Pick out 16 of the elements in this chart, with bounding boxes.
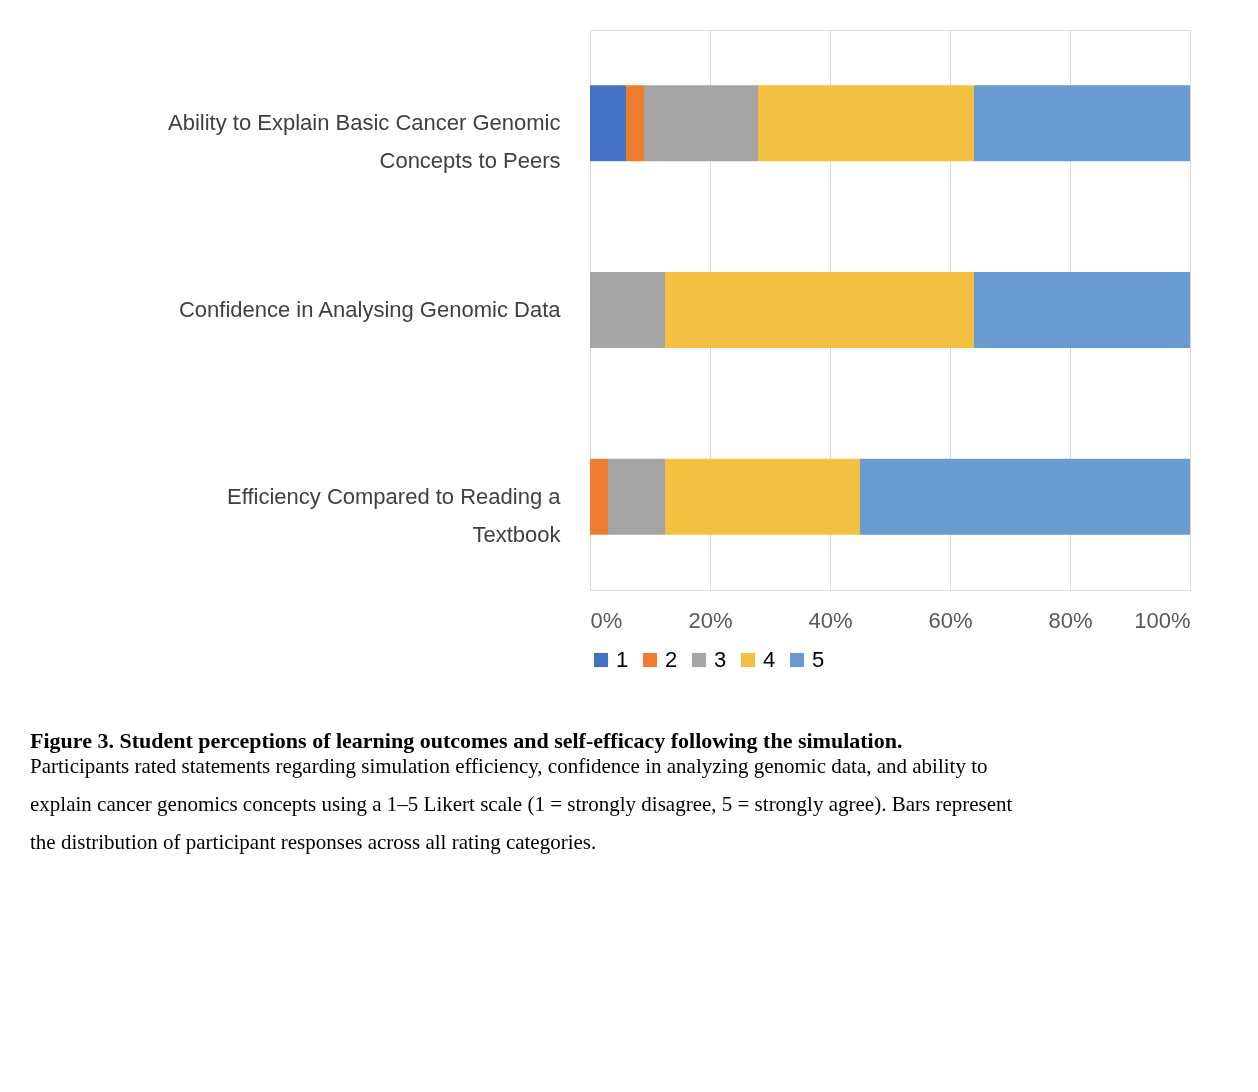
x-tick-label: 0% (590, 607, 623, 633)
x-tick-label: 40% (808, 607, 853, 633)
legend-label: 1 (616, 647, 629, 672)
x-tick-label: 100% (1134, 607, 1191, 633)
caption: Figure 3. Student perceptions of learning outcomes and self-efficacy following the simulation. (30, 728, 903, 753)
legend-label: 5 (812, 647, 825, 672)
y-tick-label: Confidence in Analysing Genomic Data (178, 297, 562, 322)
legend-label: 2 (665, 647, 678, 672)
x-tick-label: 60% (928, 607, 973, 633)
legend-label: 4 (763, 647, 776, 672)
y-tick-label: Efficiency Compared to Reading a Textbook (227, 483, 562, 547)
legend-label: 3 (714, 647, 727, 672)
text: Participants rated statements regarding simulation efficiency, confidence in analyzing genomic data, and ability to explain cancer genomics concepts using a 1–5 Likert scale (1 = strongly disagree, 5 = strongly agree). Bars represent the distribution of participant responses across all rating categories. (30, 754, 1013, 854)
x-tick-label: 80% (1048, 607, 1093, 633)
y-tick-label: Ability to Explain Basic Cancer Genomic Concepts to Peers (168, 110, 561, 174)
x-tick-label: 20% (688, 607, 733, 633)
